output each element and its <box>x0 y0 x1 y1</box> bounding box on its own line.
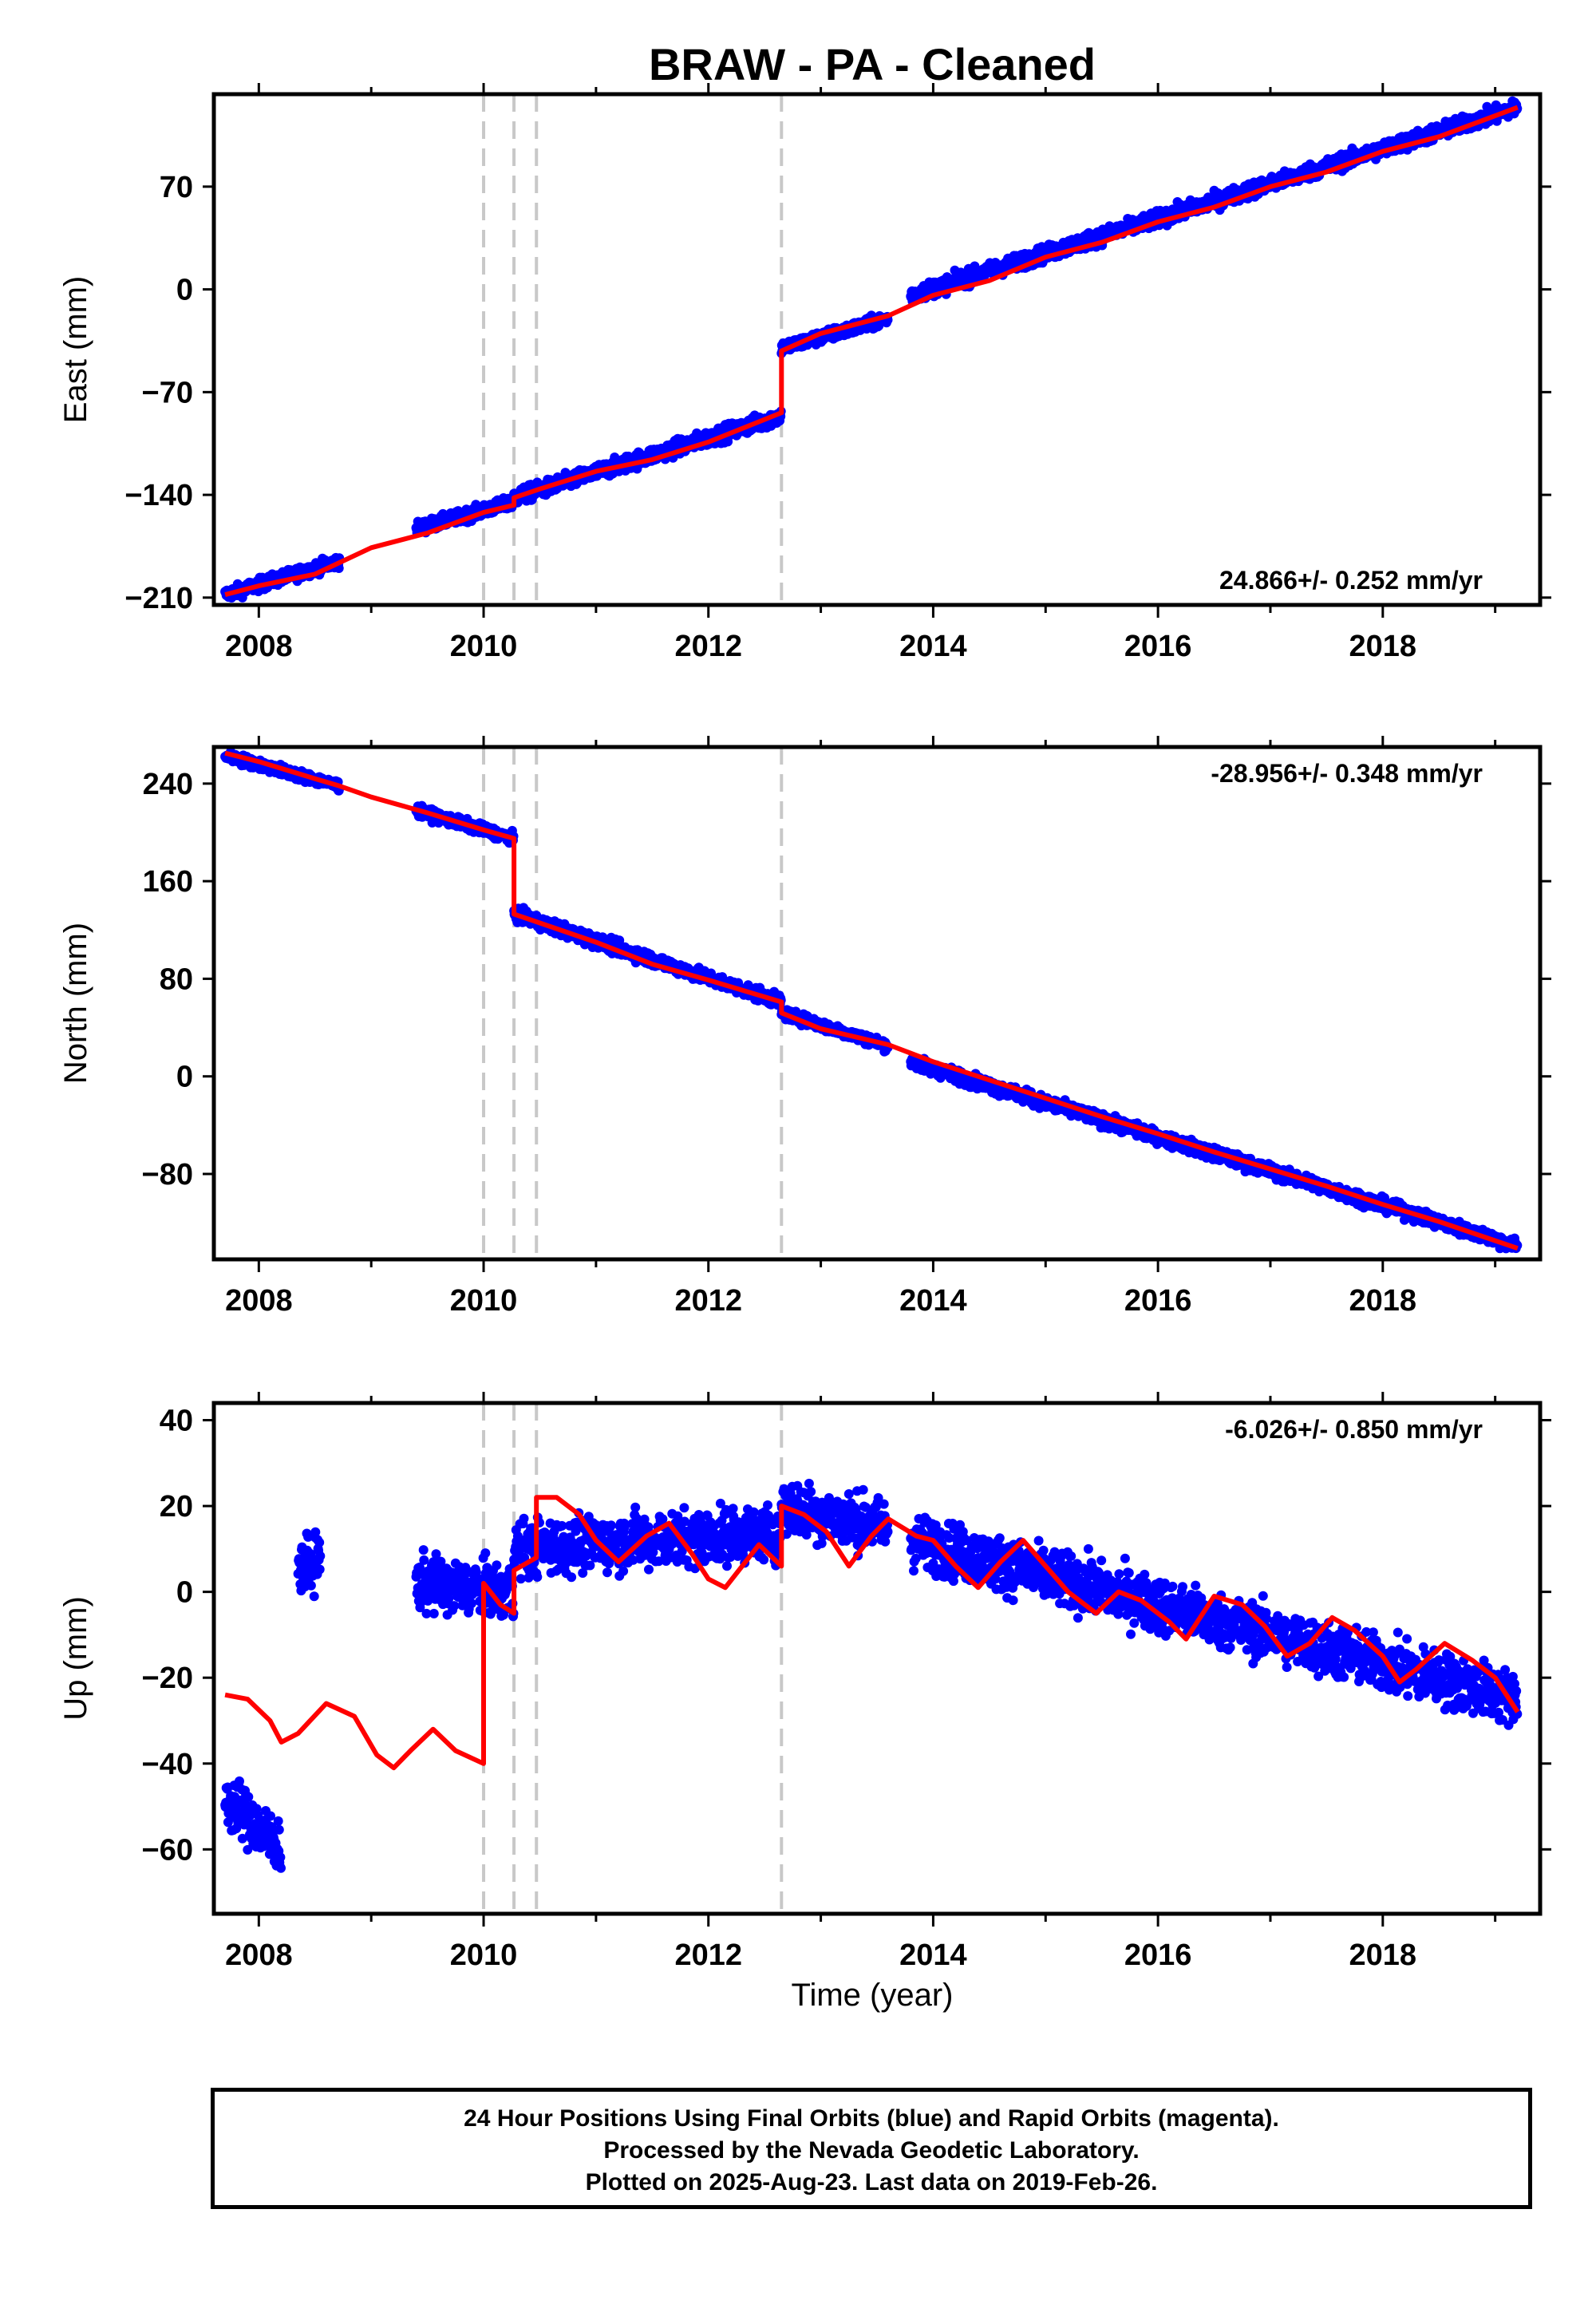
east-panel: −210 −140 −70 0 70 2008 2010 2012 2014 2016 2018 Ea… <box>58 83 1551 663</box>
x-tick-label: 2010 <box>450 630 518 663</box>
x-tick-label: 2012 <box>674 630 742 663</box>
observation-points <box>220 747 1523 1254</box>
y-tick-label: −140 <box>124 479 193 512</box>
x-tick-label: 2014 <box>899 630 967 663</box>
x-tick-label: 2008 <box>225 630 293 663</box>
y-tick-label: −70 <box>142 376 193 409</box>
x-tick-label: 2016 <box>1124 630 1192 663</box>
velocity-rate-label: 24.866+/- 0.252 mm/yr <box>1219 566 1483 595</box>
y-tick-label: 0 <box>176 274 193 307</box>
y-axis-label: East (mm) <box>58 276 93 423</box>
y-tick-label: −210 <box>124 582 193 615</box>
x-tick-label: 2018 <box>1349 630 1417 663</box>
chart-title: BRAW - PA - Cleaned <box>649 39 1096 89</box>
y-tick-label: 70 <box>160 171 193 204</box>
